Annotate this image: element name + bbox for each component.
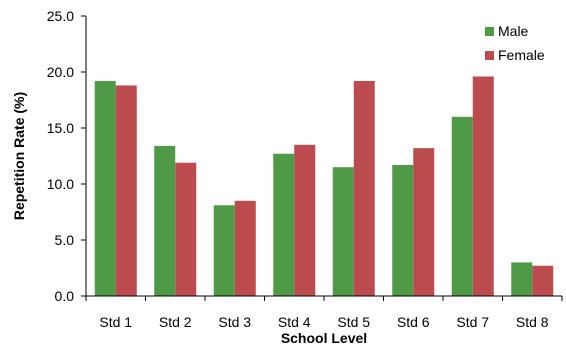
legend-swatch-female — [485, 51, 494, 60]
legend-label-female: Female — [498, 47, 545, 63]
x-tick-label: Std 5 — [337, 314, 370, 330]
bar-male-std-5 — [332, 167, 354, 296]
bar-male-std-4 — [273, 153, 295, 296]
bar-male-std-2 — [154, 145, 176, 296]
y-ticks: 0.0 5.0 10.0 15.0 20.0 25.0 — [47, 8, 86, 304]
bar-male-std-3 — [213, 205, 235, 296]
x-tick-label: Std 1 — [99, 314, 132, 330]
bar-female-std-6 — [413, 148, 435, 296]
bar-male-std-6 — [392, 164, 414, 296]
x-tick-label: Std 6 — [397, 314, 430, 330]
bar-female-std-2 — [175, 162, 197, 296]
bar-male-std-7 — [451, 116, 473, 296]
x-tick-label: Std 3 — [218, 314, 251, 330]
bar-female-std-8 — [532, 265, 554, 296]
x-tick-label: Std 7 — [456, 314, 489, 330]
x-tick-label: Std 4 — [278, 314, 311, 330]
bars-layer — [94, 76, 554, 297]
x-ticks: Std 1 Std 2 Std 3 Std 4 Std 5 Std 6 Std 7 Std 8 — [85, 296, 563, 330]
x-tick-label: Std 2 — [159, 314, 192, 330]
bar-female-std-4 — [294, 144, 316, 296]
y-axis-title: Repetition Rate (%) — [11, 92, 27, 220]
legend: Male Female — [485, 23, 545, 63]
bar-male-std-8 — [511, 262, 533, 296]
y-tick-label: 10.0 — [47, 176, 74, 192]
bar-female-std-3 — [234, 200, 256, 296]
bar-male-std-1 — [94, 80, 116, 297]
bar-female-std-7 — [472, 76, 494, 296]
y-tick-label: 0.0 — [55, 288, 75, 304]
bar-female-std-1 — [115, 85, 137, 296]
legend-label-male: Male — [498, 23, 529, 39]
y-tick-label: 5.0 — [55, 232, 75, 248]
x-tick-label: Std 8 — [516, 314, 549, 330]
y-tick-label: 15.0 — [47, 120, 74, 136]
x-axis-title: School Level — [281, 330, 367, 346]
bar-female-std-5 — [353, 80, 375, 297]
y-tick-label: 25.0 — [47, 8, 74, 24]
legend-swatch-male — [485, 27, 494, 36]
y-tick-label: 20.0 — [47, 64, 74, 80]
